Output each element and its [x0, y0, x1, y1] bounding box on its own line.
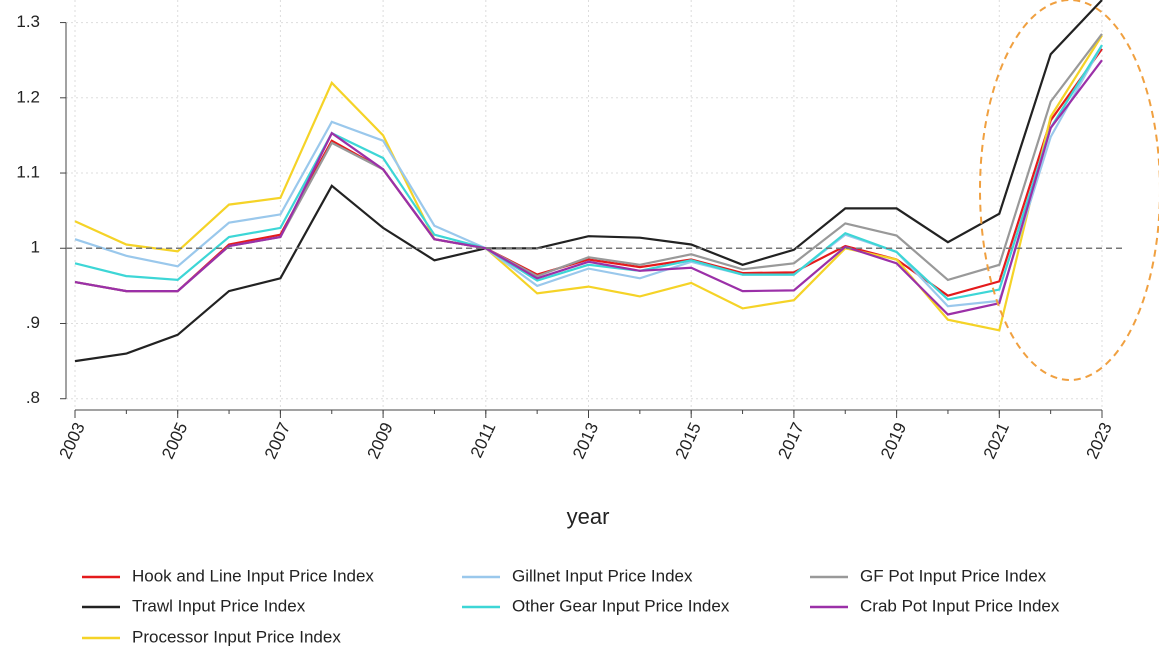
x-tick-label: 2005 — [158, 420, 191, 462]
x-tick-label: 2013 — [569, 420, 602, 462]
legend-label: Hook and Line Input Price Index — [132, 566, 374, 585]
x-tick-label: 2009 — [364, 420, 397, 462]
series-line — [74, 44, 1103, 308]
y-tick-label: .9 — [26, 313, 40, 332]
series-line — [74, 34, 1103, 332]
x-tick-label: 2023 — [1082, 420, 1115, 462]
y-tick-label: 1.1 — [16, 163, 40, 182]
series-line — [74, 0, 1103, 363]
legend-label: Crab Pot Input Price Index — [860, 596, 1060, 615]
legend-label: Gillnet Input Price Index — [512, 566, 693, 585]
grid — [66, 0, 1103, 410]
legend-label: Processor Input Price Index — [132, 627, 341, 646]
x-tick-label: 2007 — [261, 420, 294, 462]
y-tick-label: .8 — [26, 388, 40, 407]
x-tick-label: 2011 — [467, 420, 500, 461]
x-tick-label: 2017 — [774, 420, 807, 462]
x-tick-label: 2003 — [55, 420, 88, 462]
plot-area — [74, 0, 1103, 363]
series-line — [74, 33, 1103, 293]
legend-label: GF Pot Input Price Index — [860, 566, 1047, 585]
x-axis-title: year — [567, 504, 610, 529]
y-tick-label: 1.2 — [16, 87, 40, 106]
x-tick-label: 2019 — [877, 420, 910, 462]
legend-label: Other Gear Input Price Index — [512, 596, 730, 615]
x-tick-label: 2021 — [980, 420, 1013, 462]
series-line — [74, 44, 1103, 301]
x-tick-label: 2015 — [672, 420, 705, 462]
y-tick-label: 1 — [31, 238, 40, 257]
series-line — [74, 59, 1103, 316]
y-tick-label: 1.3 — [16, 12, 40, 31]
legend-label: Trawl Input Price Index — [132, 596, 306, 615]
